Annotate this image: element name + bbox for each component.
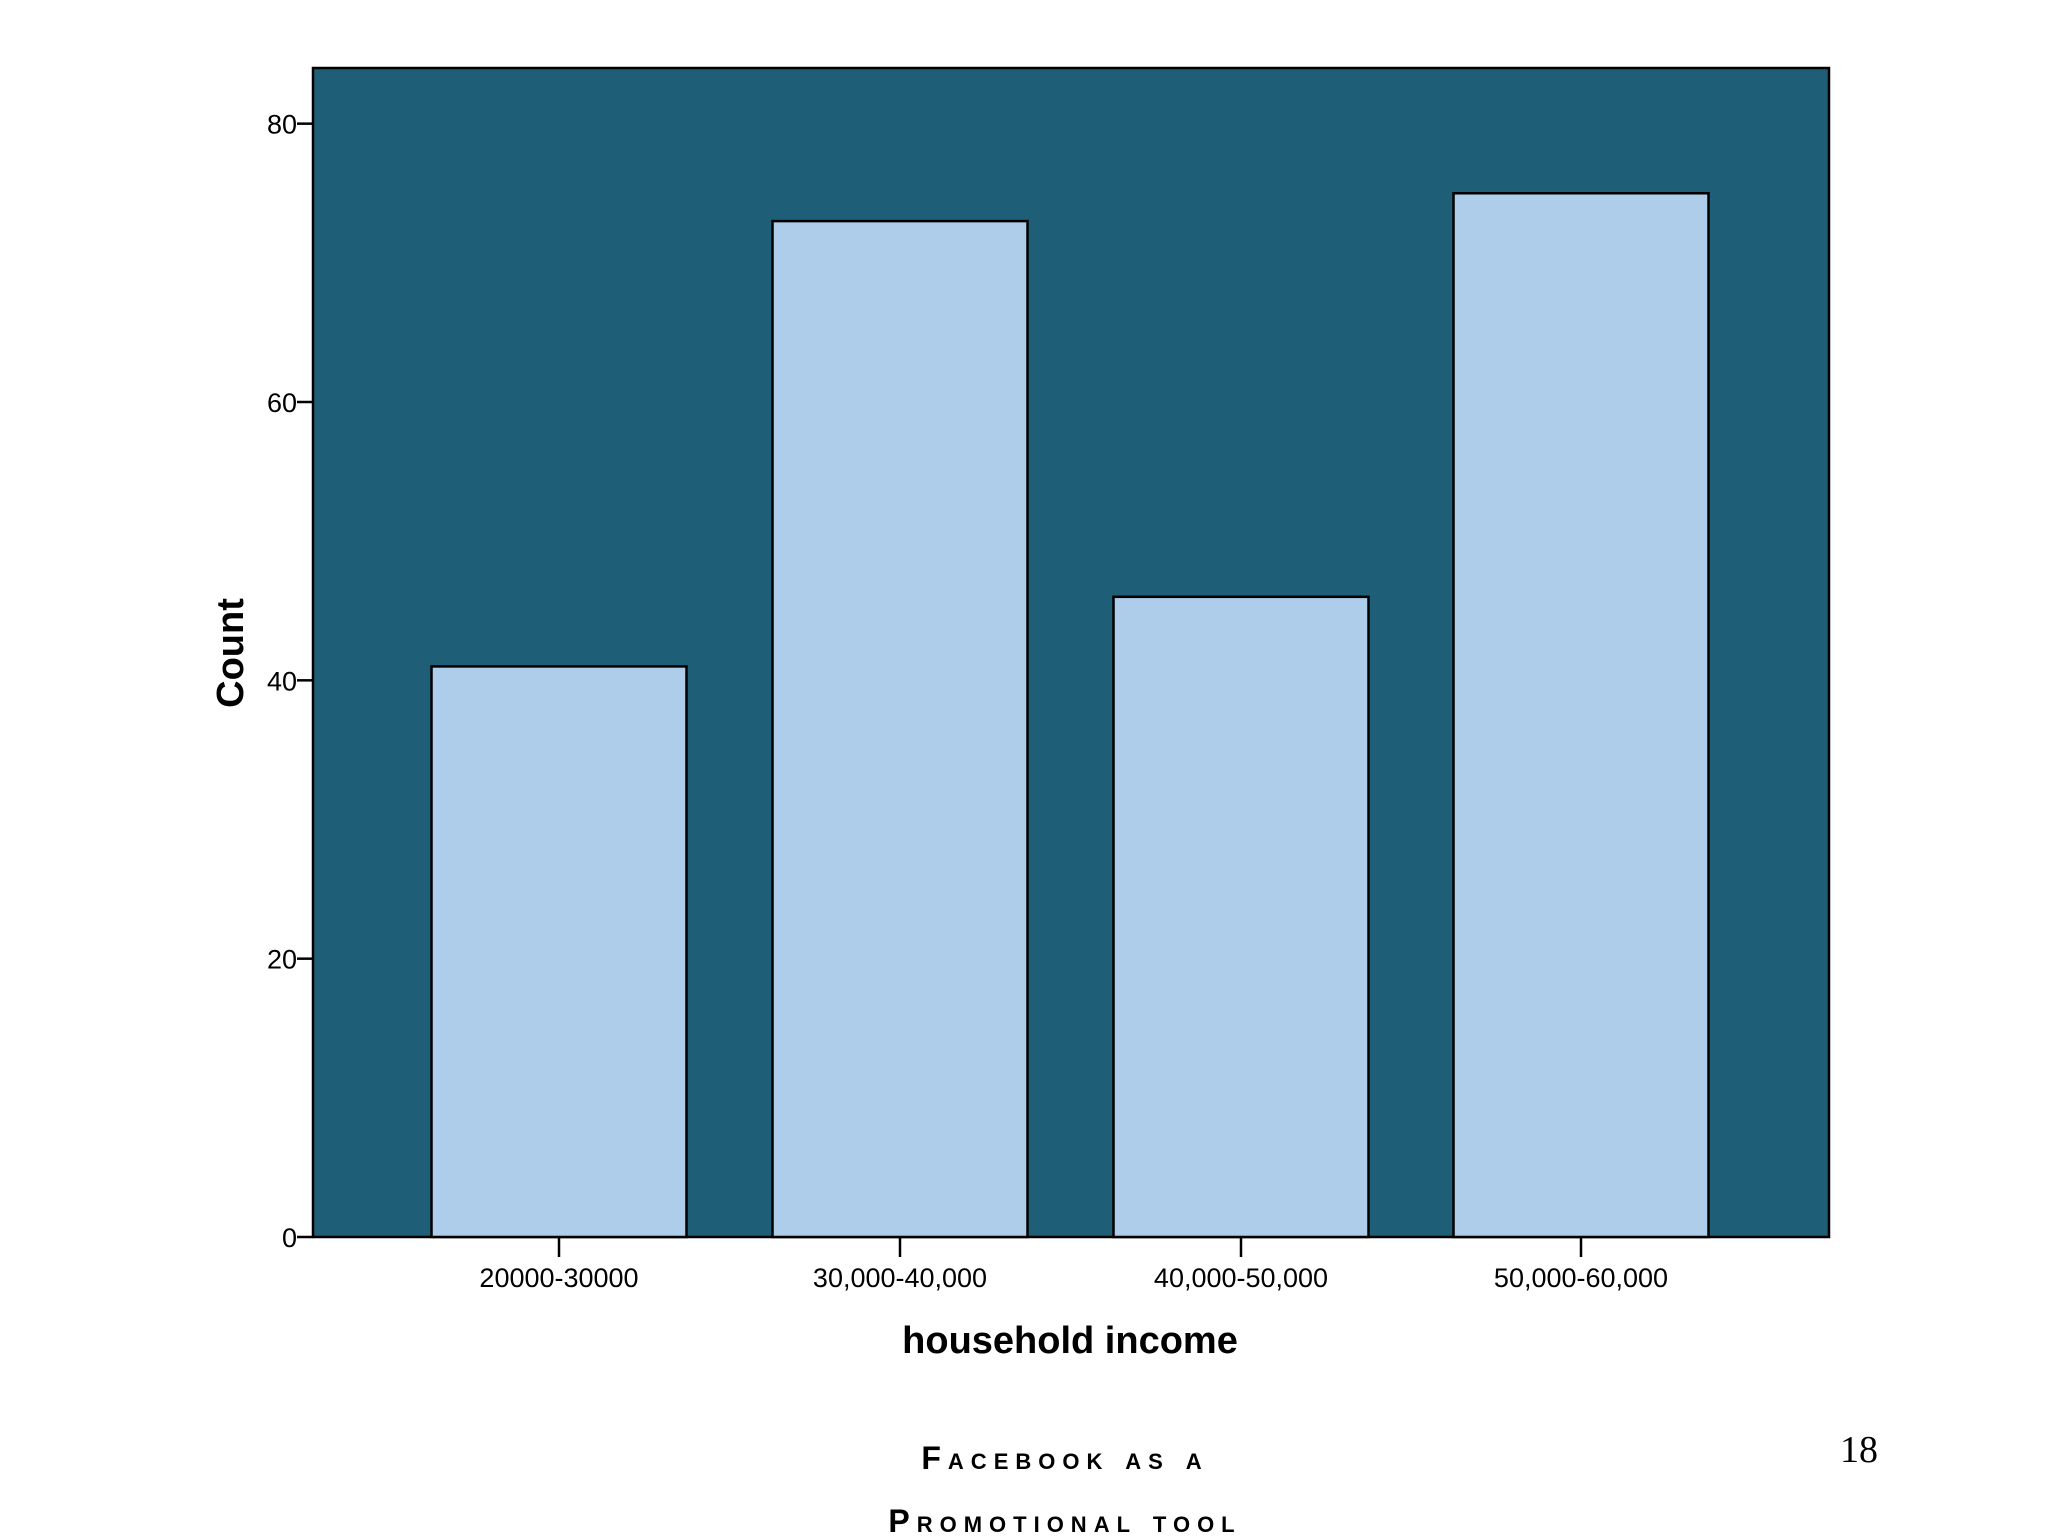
bar-4 bbox=[1452, 192, 1710, 1239]
page-number: 18 bbox=[1840, 1429, 1878, 1471]
y-tick-label-20: 20 bbox=[267, 945, 297, 975]
x-axis-title: household income bbox=[902, 1320, 1238, 1362]
footer-title-line2: Promotional tool bbox=[888, 1503, 1242, 1539]
y-axis-title: Count bbox=[210, 598, 252, 708]
bar-2 bbox=[771, 219, 1029, 1239]
y-tick-label-80: 80 bbox=[267, 110, 297, 140]
x-tick-label-4: 50,000-60,000 bbox=[1494, 1263, 1668, 1293]
y-axis: 0 20 40 60 80 bbox=[267, 110, 313, 1253]
x-tick-label-1: 20000-30000 bbox=[479, 1263, 638, 1293]
y-tick-label-40: 40 bbox=[267, 666, 297, 696]
bar-3 bbox=[1112, 595, 1370, 1239]
y-tick-label-0: 0 bbox=[282, 1223, 297, 1253]
bar-1 bbox=[430, 665, 688, 1239]
x-tick-label-2: 30,000-40,000 bbox=[813, 1263, 987, 1293]
x-tick-label-3: 40,000-50,000 bbox=[1154, 1263, 1328, 1293]
bars-group bbox=[430, 192, 1710, 1239]
y-tick-label-60: 60 bbox=[267, 388, 297, 418]
footer-title-line1: Facebook as a bbox=[921, 1440, 1209, 1476]
x-axis: 20000-30000 30,000-40,000 40,000-50,000 50,… bbox=[479, 1237, 1668, 1293]
